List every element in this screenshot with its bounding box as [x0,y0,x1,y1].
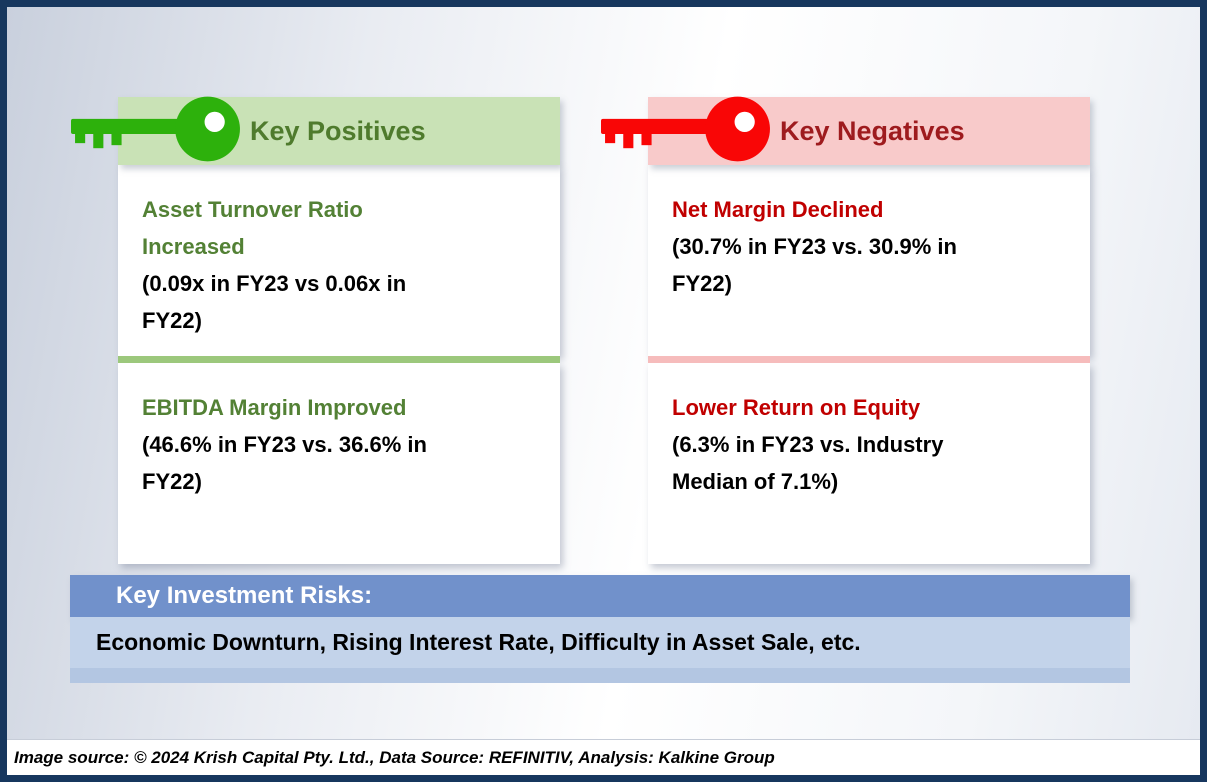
negative-card-return-on-equity: Lower Return on Equity (6.3% in FY23 vs.… [648,363,1090,564]
risks-header: Key Investment Risks: [70,575,1130,617]
card-title: EBITDA Margin Improved [142,395,407,420]
red-key-icon [601,95,773,167]
card-detail: (6.3% in FY23 vs. Industry Median of 7.1… [672,432,944,494]
positives-divider [118,356,560,363]
card-detail: (46.6% in FY23 vs. 36.6% in FY22) [142,432,427,494]
negatives-title: Key Negatives [780,116,965,146]
footer-attribution: Image source: © 2024 Krish Capital Pty. … [14,747,775,767]
positive-card-asset-turnover: Asset Turnover Ratio Increased (0.09x in… [118,165,560,356]
negatives-divider [648,356,1090,363]
card-detail: (30.7% in FY23 vs. 30.9% in FY22) [672,234,957,296]
footer-bar: Image source: © 2024 Krish Capital Pty. … [7,739,1200,775]
risks-bottom-strip [70,668,1130,683]
risks-content: Economic Downturn, Rising Interest Rate,… [70,617,1130,668]
negative-card-net-margin: Net Margin Declined (30.7% in FY23 vs. 3… [648,165,1090,356]
green-key-icon [71,95,243,167]
positive-card-ebitda-margin: EBITDA Margin Improved (46.6% in FY23 vs… [118,363,560,564]
risks-text: Economic Downturn, Rising Interest Rate,… [96,629,861,655]
risks-title: Key Investment Risks: [116,582,373,609]
card-detail: (0.09x in FY23 vs 0.06x in FY22) [142,271,407,333]
card-title: Asset Turnover Ratio Increased [142,197,363,259]
card-title: Lower Return on Equity [672,395,921,420]
card-title: Net Margin Declined [672,197,884,222]
positives-title: Key Positives [250,116,426,146]
